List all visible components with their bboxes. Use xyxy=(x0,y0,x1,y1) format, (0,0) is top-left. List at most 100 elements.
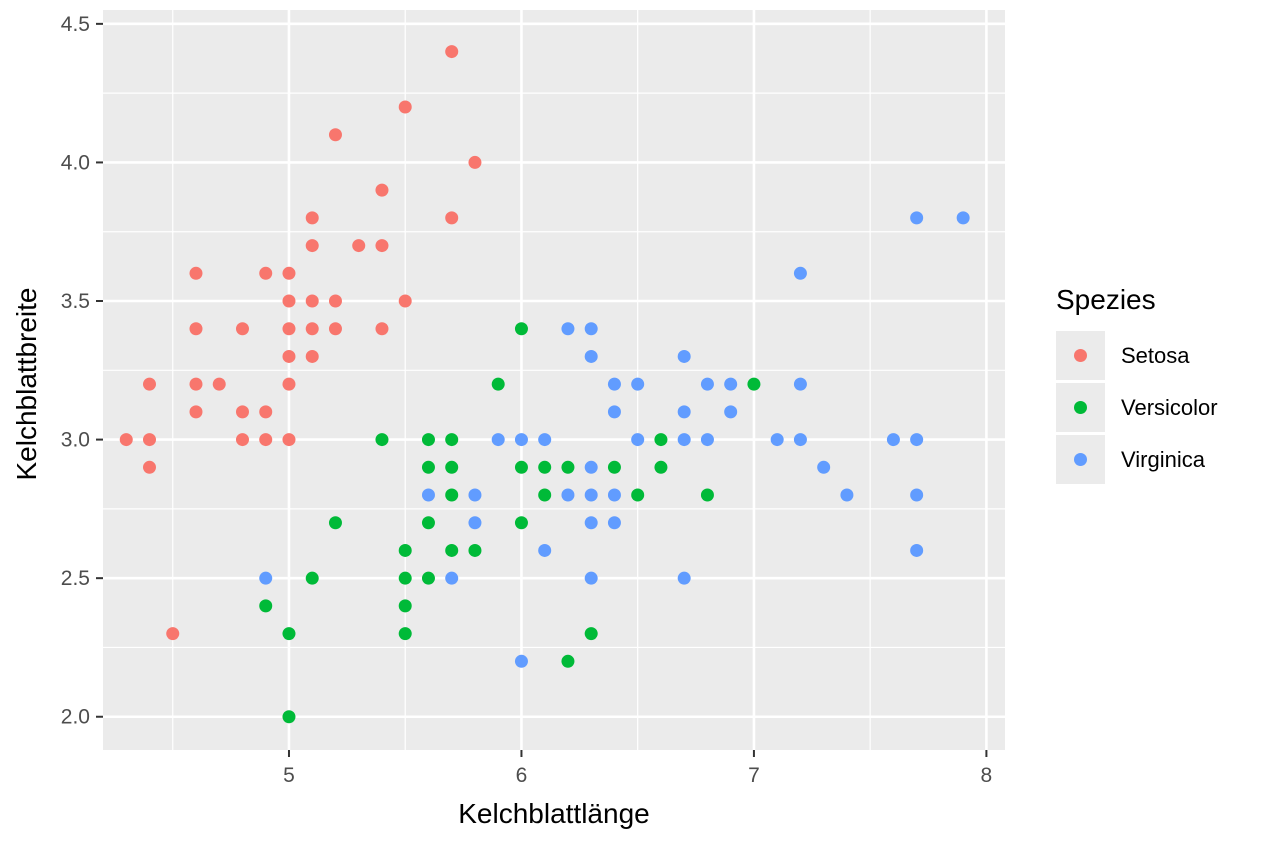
point-setosa xyxy=(166,627,180,641)
point-setosa xyxy=(305,349,319,363)
point-versicolor xyxy=(491,377,505,391)
point-setosa xyxy=(189,405,203,419)
point-versicolor xyxy=(631,488,645,502)
point-virginica xyxy=(468,516,482,530)
point-virginica xyxy=(514,433,528,447)
point-versicolor xyxy=(468,543,482,557)
point-versicolor xyxy=(514,516,528,530)
point-versicolor xyxy=(514,322,528,336)
point-setosa xyxy=(305,211,319,225)
x-tick-label: 6 xyxy=(516,764,528,787)
point-virginica xyxy=(607,516,621,530)
y-axis-title: Kelchblattbreite xyxy=(11,287,42,480)
point-virginica xyxy=(677,571,691,585)
x-tick-label: 7 xyxy=(748,764,760,787)
point-versicolor xyxy=(538,460,552,474)
y-tick-labels: 2.0 2.5 3.0 3.5 4.0 4.5 xyxy=(61,13,90,729)
point-setosa xyxy=(352,239,366,253)
point-versicolor xyxy=(747,377,761,391)
point-setosa xyxy=(468,155,482,169)
point-setosa xyxy=(282,349,296,363)
legend-items: Setosa Versicolor Virginica xyxy=(1056,331,1218,484)
minor-gridlines xyxy=(103,10,1005,750)
point-virginica xyxy=(840,488,854,502)
point-setosa xyxy=(189,377,203,391)
point-versicolor xyxy=(584,627,598,641)
point-versicolor xyxy=(398,627,412,641)
x-axis-title: Kelchblattlänge xyxy=(458,798,649,829)
legend-symbol-setosa xyxy=(1074,349,1087,362)
point-setosa xyxy=(142,433,156,447)
point-virginica xyxy=(538,433,552,447)
legend: Spezies Setosa Versicolor Virginica xyxy=(1056,284,1218,484)
axis-ticks xyxy=(96,22,988,757)
point-virginica xyxy=(700,433,714,447)
point-setosa xyxy=(375,322,389,336)
point-setosa xyxy=(282,433,296,447)
point-setosa xyxy=(398,294,412,308)
point-setosa xyxy=(212,377,226,391)
point-setosa xyxy=(398,100,412,114)
legend-label-versicolor: Versicolor xyxy=(1121,395,1218,420)
point-versicolor xyxy=(445,543,459,557)
point-versicolor xyxy=(259,599,273,613)
point-setosa xyxy=(445,45,459,59)
point-versicolor xyxy=(445,460,459,474)
point-setosa xyxy=(282,322,296,336)
y-tick-label: 2.5 xyxy=(61,567,90,590)
point-virginica xyxy=(584,516,598,530)
point-versicolor xyxy=(514,460,528,474)
point-setosa xyxy=(119,433,133,447)
point-versicolor xyxy=(305,571,319,585)
point-setosa xyxy=(282,266,296,280)
point-virginica xyxy=(724,405,738,419)
point-virginica xyxy=(631,433,645,447)
point-setosa xyxy=(375,239,389,253)
point-virginica xyxy=(631,377,645,391)
point-versicolor xyxy=(607,460,621,474)
point-virginica xyxy=(421,488,435,502)
point-versicolor xyxy=(328,516,342,530)
x-tick-label: 5 xyxy=(283,764,295,787)
point-setosa xyxy=(235,405,249,419)
point-setosa xyxy=(142,377,156,391)
point-setosa xyxy=(328,294,342,308)
point-versicolor xyxy=(282,710,296,724)
point-versicolor xyxy=(421,516,435,530)
point-versicolor xyxy=(561,460,575,474)
point-virginica xyxy=(584,460,598,474)
legend-symbol-virginica xyxy=(1074,453,1087,466)
legend-label-setosa: Setosa xyxy=(1121,343,1190,368)
point-virginica xyxy=(910,433,924,447)
point-versicolor xyxy=(654,433,668,447)
point-setosa xyxy=(259,266,273,280)
legend-title: Spezies xyxy=(1056,284,1156,315)
point-versicolor xyxy=(538,488,552,502)
point-setosa xyxy=(259,433,273,447)
point-setosa xyxy=(328,322,342,336)
point-versicolor xyxy=(421,433,435,447)
point-virginica xyxy=(817,460,831,474)
point-virginica xyxy=(584,571,598,585)
point-versicolor xyxy=(282,627,296,641)
point-setosa xyxy=(189,322,203,336)
point-virginica xyxy=(607,405,621,419)
point-virginica xyxy=(910,488,924,502)
point-versicolor xyxy=(398,571,412,585)
legend-symbol-versicolor xyxy=(1074,401,1087,414)
point-setosa xyxy=(305,322,319,336)
point-setosa xyxy=(305,239,319,253)
point-virginica xyxy=(491,433,505,447)
point-versicolor xyxy=(445,433,459,447)
point-setosa xyxy=(328,128,342,142)
point-virginica xyxy=(514,654,528,668)
data-points xyxy=(119,45,970,724)
point-setosa xyxy=(282,377,296,391)
point-virginica xyxy=(677,349,691,363)
point-versicolor xyxy=(398,599,412,613)
point-virginica xyxy=(910,211,924,225)
point-virginica xyxy=(793,266,807,280)
point-setosa xyxy=(305,294,319,308)
point-virginica xyxy=(607,488,621,502)
